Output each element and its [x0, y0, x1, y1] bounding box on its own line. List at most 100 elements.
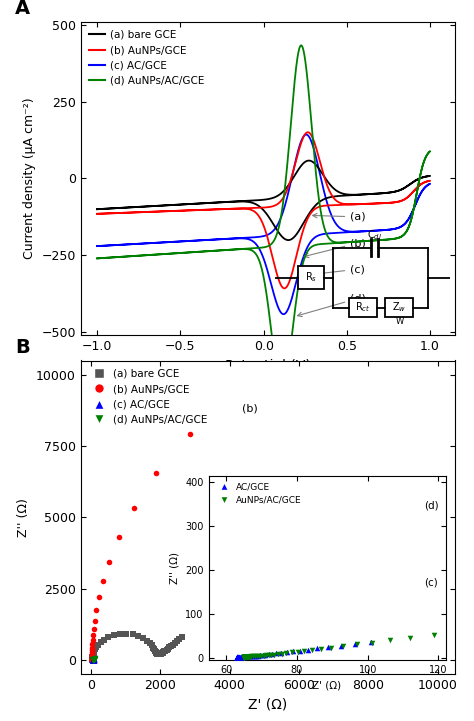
Point — [88, 654, 96, 665]
Point — [88, 648, 96, 660]
Text: R$_{ct}$: R$_{ct}$ — [355, 301, 370, 314]
Point — [155, 649, 162, 660]
Point — [89, 652, 96, 663]
Point — [92, 642, 100, 653]
Point — [90, 654, 97, 665]
Point — [88, 654, 96, 665]
Point — [158, 647, 165, 659]
Point — [165, 642, 173, 653]
Point — [242, 652, 250, 663]
Point — [90, 654, 97, 665]
Point — [90, 654, 97, 665]
Point — [274, 648, 282, 660]
Point — [90, 654, 97, 665]
Point — [242, 652, 249, 663]
Point — [367, 636, 375, 647]
Point — [241, 652, 248, 663]
Point — [90, 654, 97, 665]
Point — [90, 654, 97, 665]
Point — [88, 654, 96, 665]
Point — [178, 632, 186, 643]
Text: (b): (b) — [304, 238, 366, 257]
Point — [89, 651, 96, 663]
Point — [90, 654, 97, 665]
Point — [90, 654, 97, 665]
Point — [90, 654, 97, 665]
Point — [90, 654, 97, 665]
Point — [90, 654, 98, 665]
Point — [90, 654, 97, 665]
Point — [233, 652, 241, 663]
Point — [278, 648, 286, 660]
Point — [135, 630, 142, 642]
Point — [88, 654, 96, 665]
Point — [90, 654, 97, 665]
Point — [235, 652, 242, 663]
Point — [88, 653, 96, 665]
Point — [240, 652, 248, 663]
Point — [90, 654, 97, 665]
Point — [91, 615, 99, 627]
Point — [241, 652, 248, 663]
Point — [90, 654, 98, 665]
Point — [246, 650, 254, 662]
Point — [242, 651, 249, 663]
Point — [94, 639, 102, 650]
Point — [283, 647, 290, 658]
Point — [90, 654, 97, 665]
Point — [90, 654, 97, 665]
Point — [233, 652, 241, 663]
Point — [90, 654, 97, 665]
Point — [296, 645, 304, 656]
Point — [244, 650, 251, 662]
Point — [88, 650, 96, 661]
Point — [233, 652, 241, 663]
Point — [233, 652, 241, 663]
Point — [90, 654, 98, 665]
Point — [90, 623, 98, 634]
Point — [90, 654, 97, 665]
Point — [88, 654, 96, 665]
Point — [88, 651, 96, 663]
Point — [246, 651, 254, 663]
Text: Z$_w$: Z$_w$ — [392, 301, 407, 314]
Point — [90, 654, 97, 665]
Point — [89, 629, 97, 641]
Point — [294, 646, 301, 658]
Point — [90, 654, 97, 665]
Point — [90, 654, 97, 665]
Point — [156, 648, 164, 660]
Point — [95, 592, 102, 603]
Point — [91, 653, 99, 664]
Point — [154, 648, 162, 660]
Point — [301, 645, 308, 657]
Point — [88, 654, 96, 665]
Point — [239, 651, 246, 663]
Point — [89, 653, 96, 664]
Point — [89, 639, 96, 650]
Point — [90, 654, 97, 665]
Bar — [298, 266, 324, 289]
Point — [90, 654, 97, 665]
Bar — [385, 298, 413, 317]
Point — [233, 652, 241, 663]
Point — [240, 652, 248, 663]
Point — [88, 645, 96, 656]
Point — [90, 654, 97, 665]
Point — [92, 604, 100, 616]
Point — [90, 654, 97, 665]
Point — [90, 654, 97, 665]
Point — [309, 644, 316, 655]
Point — [237, 651, 245, 663]
Point — [240, 652, 248, 663]
Point — [149, 642, 157, 653]
Point — [90, 654, 97, 665]
Point — [90, 654, 97, 665]
Point — [90, 654, 97, 665]
Point — [164, 643, 172, 655]
Point — [88, 654, 96, 665]
Point — [90, 654, 97, 665]
Point — [90, 654, 97, 665]
Point — [234, 652, 242, 663]
Point — [88, 654, 96, 665]
